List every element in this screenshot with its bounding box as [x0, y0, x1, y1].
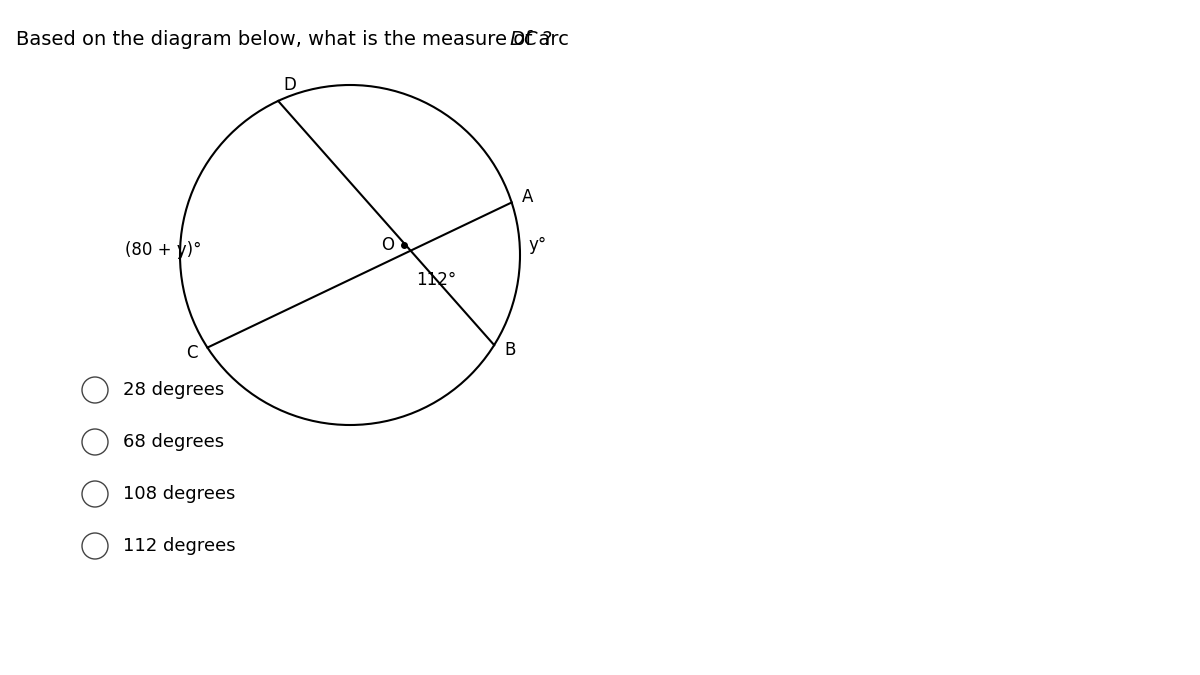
Text: ?: ? — [536, 30, 552, 49]
Text: DC: DC — [510, 30, 538, 49]
Text: 28 degrees: 28 degrees — [124, 381, 224, 399]
Text: (80 + y)°: (80 + y)° — [125, 241, 202, 259]
Text: 68 degrees: 68 degrees — [124, 433, 224, 451]
Text: 108 degrees: 108 degrees — [124, 485, 235, 503]
Text: Based on the diagram below, what is the measure of arc: Based on the diagram below, what is the … — [16, 30, 581, 49]
Text: B: B — [504, 341, 516, 359]
Text: A: A — [522, 188, 533, 207]
Text: y°: y° — [528, 236, 546, 254]
Text: C: C — [186, 344, 198, 362]
Text: 112 degrees: 112 degrees — [124, 537, 235, 555]
Text: D: D — [283, 76, 296, 94]
Text: O: O — [380, 236, 394, 254]
Text: 112°: 112° — [415, 271, 456, 289]
